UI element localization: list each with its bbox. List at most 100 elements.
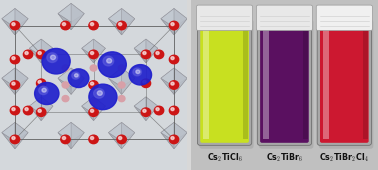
Polygon shape [174, 68, 187, 94]
Circle shape [51, 55, 56, 60]
Polygon shape [134, 97, 146, 121]
Bar [203, 29, 209, 139]
Circle shape [37, 108, 46, 116]
Circle shape [107, 58, 112, 63]
Polygon shape [108, 122, 135, 141]
Polygon shape [58, 68, 84, 87]
Circle shape [23, 106, 33, 115]
Polygon shape [15, 122, 28, 149]
Polygon shape [122, 8, 135, 35]
Polygon shape [134, 97, 158, 114]
Polygon shape [134, 48, 158, 63]
Polygon shape [2, 122, 28, 141]
Polygon shape [71, 122, 84, 149]
Polygon shape [29, 97, 41, 121]
Circle shape [23, 50, 33, 59]
Circle shape [47, 53, 57, 63]
Polygon shape [174, 122, 187, 149]
Circle shape [90, 109, 94, 112]
Polygon shape [108, 19, 135, 35]
Circle shape [10, 106, 20, 115]
Circle shape [129, 65, 152, 85]
Polygon shape [15, 8, 28, 35]
Polygon shape [161, 78, 187, 94]
Circle shape [68, 69, 89, 88]
FancyBboxPatch shape [317, 23, 372, 145]
Polygon shape [82, 48, 105, 63]
Circle shape [171, 108, 174, 111]
Circle shape [169, 106, 179, 115]
Circle shape [89, 81, 98, 89]
Circle shape [118, 96, 125, 102]
Polygon shape [108, 8, 135, 27]
Circle shape [90, 23, 94, 26]
Polygon shape [29, 48, 53, 63]
Polygon shape [2, 68, 15, 94]
FancyBboxPatch shape [200, 26, 249, 143]
Circle shape [94, 88, 104, 98]
FancyBboxPatch shape [199, 20, 254, 149]
Circle shape [39, 86, 48, 95]
FancyBboxPatch shape [316, 5, 372, 31]
Bar [323, 29, 328, 139]
Polygon shape [161, 68, 187, 87]
Polygon shape [2, 8, 28, 27]
Polygon shape [82, 97, 105, 114]
Circle shape [62, 23, 66, 26]
Polygon shape [134, 39, 146, 63]
Polygon shape [82, 39, 93, 63]
Circle shape [154, 50, 164, 59]
Polygon shape [29, 39, 41, 63]
Circle shape [90, 99, 97, 105]
Polygon shape [29, 39, 53, 56]
Polygon shape [71, 68, 84, 94]
Circle shape [38, 80, 41, 83]
Circle shape [25, 108, 28, 111]
Circle shape [103, 56, 114, 66]
Circle shape [156, 52, 159, 55]
FancyBboxPatch shape [319, 20, 373, 149]
Polygon shape [82, 97, 93, 121]
Circle shape [10, 21, 20, 30]
Polygon shape [108, 122, 122, 149]
Text: Cs$_2$TiCl$_6$: Cs$_2$TiCl$_6$ [206, 152, 243, 164]
Circle shape [89, 108, 98, 116]
Polygon shape [58, 122, 71, 149]
FancyBboxPatch shape [197, 5, 253, 31]
Circle shape [62, 137, 66, 140]
Circle shape [141, 79, 150, 88]
Circle shape [74, 74, 78, 77]
Circle shape [169, 81, 179, 89]
Polygon shape [2, 68, 28, 87]
Polygon shape [161, 8, 174, 35]
Circle shape [37, 50, 46, 59]
Polygon shape [58, 3, 84, 22]
Circle shape [35, 82, 59, 105]
Circle shape [90, 65, 97, 71]
Circle shape [25, 52, 28, 55]
Circle shape [10, 135, 20, 144]
Circle shape [12, 57, 15, 60]
Polygon shape [58, 68, 71, 94]
Polygon shape [58, 122, 84, 141]
Circle shape [118, 137, 122, 140]
Polygon shape [2, 133, 28, 149]
Polygon shape [146, 97, 158, 121]
Circle shape [143, 109, 146, 112]
Circle shape [61, 135, 70, 144]
Bar [263, 29, 269, 139]
Polygon shape [108, 78, 135, 94]
Bar [243, 29, 248, 139]
Polygon shape [71, 3, 84, 30]
Polygon shape [29, 106, 53, 121]
Circle shape [171, 137, 174, 140]
Circle shape [89, 84, 117, 110]
Circle shape [89, 21, 98, 30]
Circle shape [38, 52, 41, 55]
Polygon shape [146, 39, 158, 63]
Circle shape [169, 55, 179, 64]
FancyBboxPatch shape [320, 26, 369, 143]
Circle shape [171, 82, 174, 85]
Polygon shape [161, 133, 187, 149]
Circle shape [72, 72, 80, 79]
